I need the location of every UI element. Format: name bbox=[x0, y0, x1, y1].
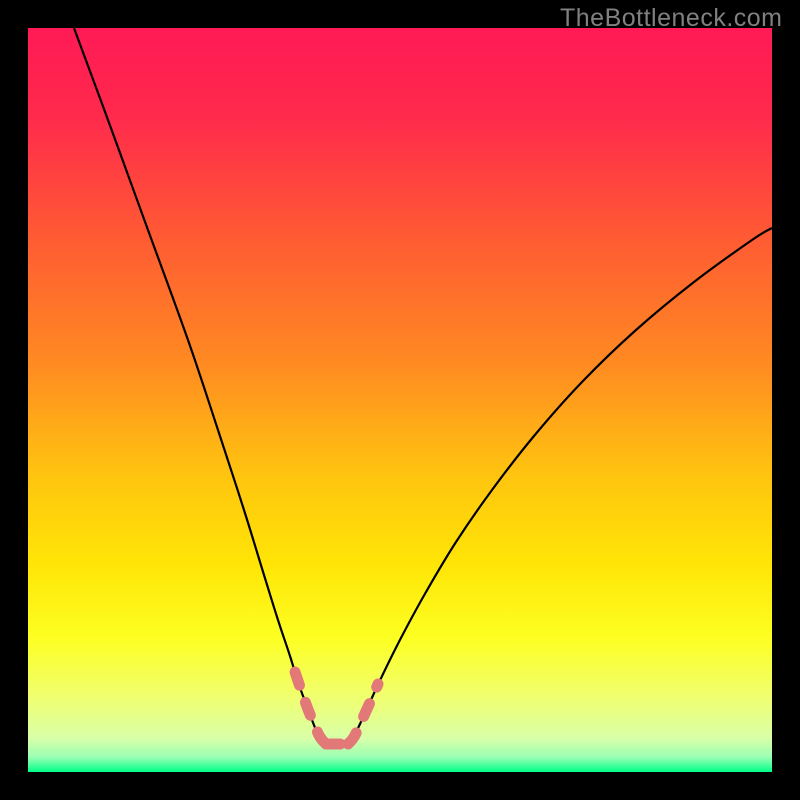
watermark-text: TheBottleneck.com bbox=[560, 4, 783, 33]
main-curve-left bbox=[74, 28, 322, 743]
main-curve-right bbox=[350, 228, 772, 743]
dashed-overlay-seg-0 bbox=[295, 672, 326, 744]
plot-area bbox=[28, 28, 772, 772]
chart-curves bbox=[28, 28, 772, 772]
